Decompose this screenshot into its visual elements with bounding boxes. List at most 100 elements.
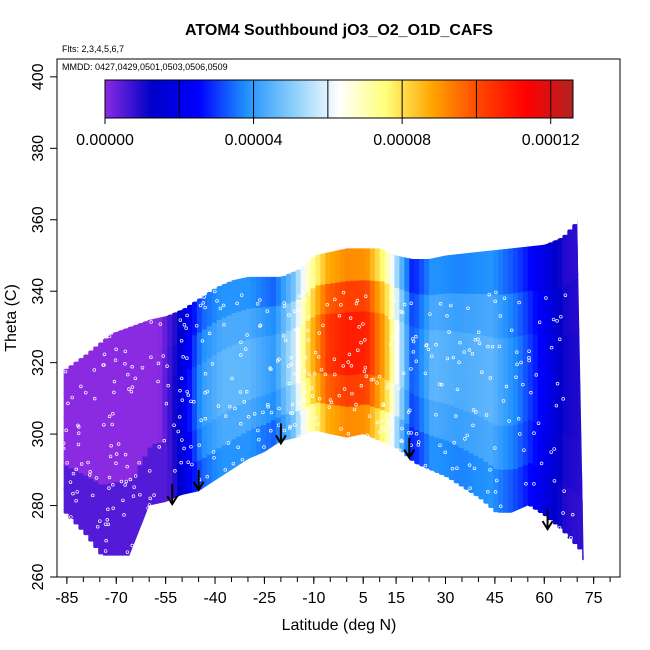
heatmap-cell <box>152 472 159 506</box>
heatmap-cell <box>552 240 559 290</box>
heatmap-cell <box>88 476 95 511</box>
heatmap-cell <box>231 342 238 377</box>
heatmap-cell <box>557 238 564 289</box>
track-point <box>434 412 438 417</box>
heatmap-cell <box>315 312 322 345</box>
track-point <box>534 373 538 377</box>
track-point <box>445 313 449 318</box>
heatmap-cell <box>394 382 401 417</box>
track-point <box>329 400 334 405</box>
track-point <box>410 337 415 341</box>
heatmap-cell <box>98 447 104 485</box>
heatmap-cell <box>503 292 509 339</box>
track-point <box>156 361 161 366</box>
heatmap-cell <box>567 485 574 539</box>
track-point <box>69 515 73 519</box>
heatmap-cell <box>429 293 435 331</box>
heatmap-cell <box>152 379 159 413</box>
heatmap-cell <box>562 432 569 484</box>
track-point <box>359 340 363 345</box>
heatmap-cell <box>493 292 499 339</box>
heatmap-cell <box>527 375 534 421</box>
track-point <box>539 461 544 466</box>
heatmap-cell <box>147 414 154 448</box>
heatmap-cell <box>137 393 144 431</box>
heatmap-cell <box>567 280 574 334</box>
heatmap-cell <box>206 388 213 423</box>
heatmap-cell <box>325 281 332 314</box>
track-point <box>245 333 249 337</box>
heatmap-cell <box>478 456 485 500</box>
track-point <box>121 498 125 503</box>
track-point <box>165 364 169 368</box>
heatmap-cell <box>453 253 460 294</box>
track-point <box>282 428 287 433</box>
flights-note: Flts: 2,3,4,5,6,7 <box>62 44 124 54</box>
heatmap-cell <box>478 291 485 336</box>
track-point <box>493 490 498 494</box>
heatmap-cell <box>517 465 524 511</box>
track-point <box>71 471 76 476</box>
track-point <box>103 522 108 526</box>
heatmap-cell <box>112 480 119 520</box>
track-point <box>94 476 99 480</box>
heatmap-cell <box>103 410 109 449</box>
track-point <box>239 422 243 426</box>
heatmap-cell <box>374 374 381 409</box>
heatmap-cell <box>73 495 80 525</box>
track-point <box>509 328 514 333</box>
heatmap-cell <box>325 342 332 375</box>
track-point <box>389 294 393 299</box>
heatmap-cell <box>196 394 203 429</box>
heatmap-cell <box>271 304 277 335</box>
heatmap-cell <box>453 443 460 484</box>
heatmap-cell <box>512 467 519 513</box>
track-point <box>161 354 166 358</box>
heatmap-cell <box>379 247 386 282</box>
heatmap-cell <box>315 283 322 315</box>
track-point <box>387 382 391 386</box>
track-point <box>197 443 201 447</box>
chart-title: ATOM4 Southbound jO3_O2_O1D_CAFS <box>185 22 493 39</box>
track-point <box>307 372 311 376</box>
heatmap-cell <box>508 291 514 338</box>
heatmap-cell <box>271 361 277 392</box>
heatmap-cell <box>285 273 292 304</box>
heatmap-cell <box>325 372 332 405</box>
track-point <box>306 328 310 332</box>
track-point <box>570 512 575 517</box>
y-axis-label: Theta (C) <box>3 284 20 352</box>
heatmap-cell <box>177 372 183 406</box>
track-point <box>428 312 432 316</box>
heatmap-cell <box>187 430 193 464</box>
heatmap-cell <box>251 366 257 399</box>
heatmap-cell <box>562 383 569 435</box>
heatmap-cell <box>256 365 262 397</box>
track-point <box>414 334 418 339</box>
heatmap-cell <box>419 292 425 329</box>
heatmap-cell <box>98 342 104 380</box>
heatmap-cell <box>364 278 371 312</box>
heatmap-cell <box>527 288 534 334</box>
heatmap-cell <box>512 247 519 294</box>
heatmap-cell <box>582 219 584 278</box>
heatmap-cell <box>340 279 346 313</box>
track-point <box>293 423 297 427</box>
track-point <box>365 433 369 438</box>
flight-track-points <box>61 289 575 554</box>
heatmap-cell <box>433 292 440 331</box>
heatmap-cell <box>187 398 193 433</box>
track-point <box>130 365 134 369</box>
heatmap-cell <box>73 388 80 418</box>
heatmap-cell <box>508 335 514 382</box>
track-point <box>65 461 69 465</box>
heatmap-cell <box>63 440 70 467</box>
track-point <box>561 511 565 515</box>
track-point <box>354 402 358 407</box>
heatmap-cell <box>438 400 445 439</box>
track-point <box>189 399 193 404</box>
heatmap-cell <box>68 466 75 494</box>
heatmap-cell <box>295 325 302 356</box>
track-point <box>226 441 231 445</box>
track-point <box>352 407 357 412</box>
